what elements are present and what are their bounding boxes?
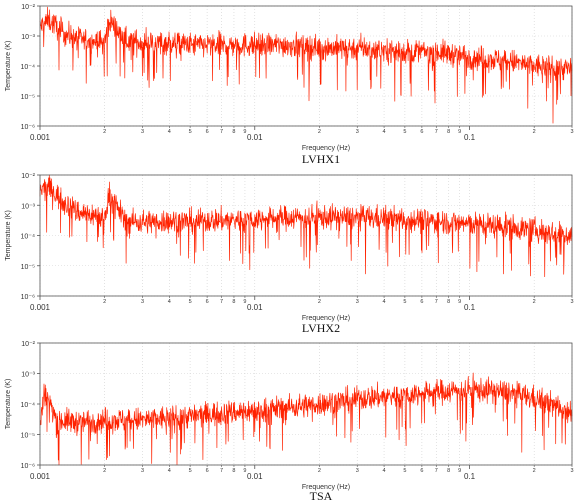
x-minor-label: 4: [383, 468, 386, 474]
x-major-label: 0.01: [247, 133, 263, 142]
x-minor-label: 2: [103, 129, 106, 135]
x-axis-label: Frequency (Hz): [302, 484, 350, 491]
x-minor-label: 4: [383, 299, 386, 305]
x-minor-label: 5: [189, 299, 192, 305]
x-minor-label: 9: [458, 129, 461, 135]
series-line: [39, 372, 573, 466]
x-major-label: 0.1: [464, 472, 476, 481]
x-minor-label: 3: [570, 468, 573, 474]
x-minor-label: 2: [318, 129, 321, 135]
x-minor-label: 8: [447, 299, 450, 305]
y-tick-label: 10⁻⁶: [21, 463, 35, 470]
x-minor-label: 3: [570, 299, 573, 305]
x-minor-label: 3: [356, 299, 359, 305]
x-major-label: 0.1: [464, 133, 476, 142]
x-minor-label: 2: [103, 468, 106, 474]
x-minor-label: 3: [141, 129, 144, 135]
x-minor-label: 5: [403, 129, 406, 135]
panel-caption: TSA: [310, 489, 333, 503]
y-tick-label: 10⁻³: [21, 34, 35, 41]
x-minor-label: 8: [447, 129, 450, 135]
x-minor-label: 4: [168, 299, 171, 305]
x-major-label: 0.01: [247, 303, 263, 312]
x-minor-label: 4: [383, 129, 386, 135]
x-minor-label: 6: [206, 129, 209, 135]
series-line: [39, 6, 573, 124]
x-minor-label: 5: [403, 468, 406, 474]
y-tick-label: 10⁻⁴: [21, 234, 36, 241]
x-minor-label: 3: [141, 468, 144, 474]
x-axis-label: Frequency (Hz): [302, 145, 350, 152]
y-tick-label: 10⁻⁶: [21, 124, 35, 131]
x-minor-label: 7: [220, 468, 223, 474]
x-minor-label: 6: [206, 468, 209, 474]
x-minor-label: 7: [435, 468, 438, 474]
x-minor-label: 9: [243, 129, 246, 135]
y-tick-label: 10⁻³: [21, 372, 35, 379]
y-tick-label: 10⁻²: [21, 4, 35, 11]
panel-caption: LVHX1: [302, 152, 340, 166]
x-minor-label: 6: [420, 299, 423, 305]
x-minor-label: 4: [168, 468, 171, 474]
series-line: [39, 174, 573, 278]
x-minor-label: 2: [533, 129, 536, 135]
x-minor-label: 8: [447, 468, 450, 474]
x-minor-label: 5: [403, 299, 406, 305]
chart-panel-2: 10⁻⁶ 10⁻⁵ 10⁻⁴ 10⁻³ 10⁻² 0.001 0.01 0.1 2 3 4 5 6 7 8 9…: [5, 173, 574, 335]
x-minor-label: 7: [220, 129, 223, 135]
y-tick-label: 10⁻²: [21, 341, 35, 348]
y-tick-label: 10⁻⁴: [21, 64, 36, 71]
x-minor-label: 2: [103, 299, 106, 305]
x-minor-label: 2: [318, 468, 321, 474]
x-minor-label: 9: [243, 468, 246, 474]
x-minor-label: 6: [420, 129, 423, 135]
x-minor-label: 2: [318, 299, 321, 305]
x-minor-label: 6: [420, 468, 423, 474]
x-minor-label: 8: [232, 299, 235, 305]
x-minor-label: 7: [435, 129, 438, 135]
x-minor-label: 9: [243, 299, 246, 305]
x-minor-label: 8: [232, 468, 235, 474]
x-minor-label: 3: [356, 468, 359, 474]
chart-panel-1: 10⁻⁶ 10⁻⁵ 10⁻⁴ 10⁻³ 10⁻² 0.001 0.01 0.1 2 3 4 5 6 7 8 9…: [5, 4, 574, 166]
y-axis-label: Temperature (K): [5, 379, 12, 430]
x-minor-label: 4: [168, 129, 171, 135]
x-minor-label: 2: [533, 299, 536, 305]
x-minor-label: 9: [458, 468, 461, 474]
x-minor-label: 5: [189, 129, 192, 135]
y-tick-label: 10⁻⁴: [21, 402, 36, 409]
y-tick-label: 10⁻⁵: [21, 433, 35, 440]
x-minor-label: 8: [232, 129, 235, 135]
y-tick-label: 10⁻²: [21, 173, 35, 180]
y-tick-label: 10⁻⁵: [21, 94, 35, 101]
y-axis-label: Temperature (K): [5, 41, 12, 92]
x-minor-label: 2: [533, 468, 536, 474]
y-tick-label: 10⁻³: [21, 203, 35, 210]
x-major-label: 0.001: [30, 472, 51, 481]
x-minor-label: 7: [220, 299, 223, 305]
x-minor-label: 7: [435, 299, 438, 305]
x-major-label: 0.001: [30, 303, 51, 312]
x-minor-label: 3: [141, 299, 144, 305]
x-major-label: 0.001: [30, 133, 51, 142]
x-major-label: 0.01: [247, 472, 263, 481]
y-axis-label: Temperature (K): [5, 210, 12, 261]
x-minor-label: 3: [570, 129, 573, 135]
x-minor-label: 9: [458, 299, 461, 305]
x-major-label: 0.1: [464, 303, 476, 312]
y-tick-label: 10⁻⁶: [21, 294, 35, 301]
y-tick-label: 10⁻⁵: [21, 264, 35, 271]
x-minor-label: 3: [356, 129, 359, 135]
x-axis-label: Frequency (Hz): [302, 315, 350, 322]
x-minor-label: 5: [189, 468, 192, 474]
chart-panel-3: 10⁻⁶ 10⁻⁵ 10⁻⁴ 10⁻³ 10⁻² 0.001 0.01 0.1 2 3 4 5 6 7 8 9…: [5, 341, 574, 503]
x-minor-label: 6: [206, 299, 209, 305]
panel-caption: LVHX2: [302, 321, 340, 335]
